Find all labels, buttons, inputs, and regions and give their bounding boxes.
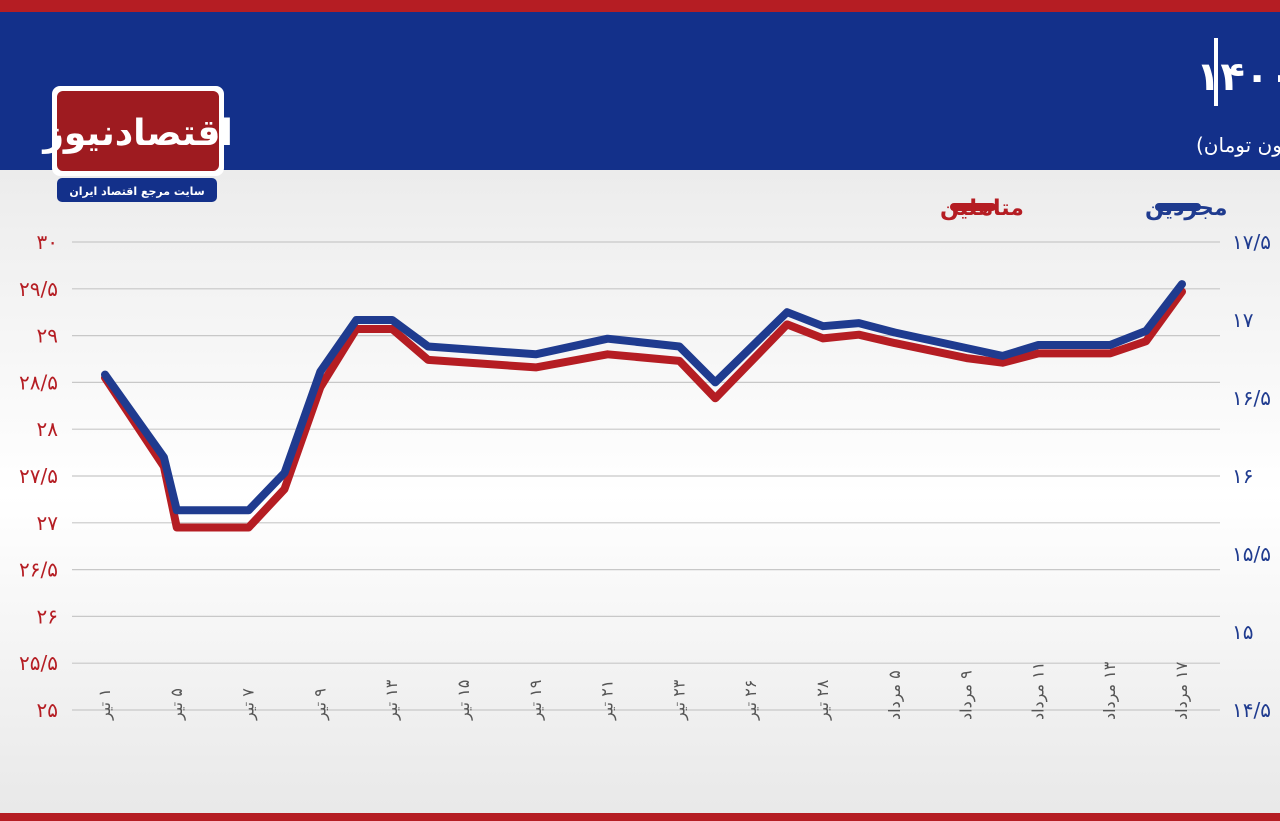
legend: متاهلین مجردین: [940, 196, 1228, 221]
chart-title: روند هزینه وام مسکن در تابستان ۱۴۰۰: [1196, 54, 1280, 100]
x-tick-label: ۱۹ تیر: [526, 680, 546, 721]
left-tick-label: ۲۶: [37, 604, 58, 628]
left-tick-label: ۲۸: [37, 417, 59, 441]
legend-label-married: متاهلین: [940, 196, 1024, 221]
left-tick-label: ۲۸/۵: [19, 370, 58, 394]
series-line-married: [101, 287, 1186, 532]
right-tick-label: ۱۷: [1232, 308, 1254, 332]
x-tick-label: ۵ تیر: [167, 688, 187, 721]
x-tick-label: ۱۷ مرداد: [1172, 661, 1192, 720]
left-tick-label: ۲۹: [37, 324, 58, 348]
legend-swatch-single: [1155, 203, 1201, 211]
x-tick-label: ۱۵ تیر: [454, 680, 474, 721]
left-tick-label: ۲۵: [37, 698, 58, 722]
left-tick-label: ۲۷/۵: [19, 464, 58, 488]
logo-box: [57, 91, 219, 171]
x-tick-label: ۵ مرداد: [885, 670, 905, 720]
series-line-single: [101, 280, 1186, 515]
x-tick-label: ۹ مرداد: [957, 670, 977, 720]
right-tick-label: ۱۶/۵: [1232, 386, 1271, 410]
series-lines: [101, 280, 1186, 532]
gridlines: [72, 241, 1220, 711]
legend-label-single: مجردین: [1145, 196, 1228, 221]
plot-background: [0, 170, 1280, 821]
right-tick-label: ۱۴/۵: [1232, 698, 1271, 722]
left-tick-label: ۲۹/۵: [19, 277, 58, 301]
x-tick-label: ۲۱ تیر: [598, 680, 618, 721]
x-tick-label: ۱۱ مرداد: [1028, 662, 1048, 720]
x-tick-label: ۹ تیر: [310, 688, 330, 721]
right-tick-label: ۱۵: [1232, 620, 1253, 644]
legend-swatch-married: [950, 203, 996, 211]
top-accent-bar: [0, 0, 1280, 12]
logo-tagline-box: [57, 178, 217, 202]
x-tick-label: ۲۳ تیر: [669, 679, 689, 721]
title-divider: [1214, 38, 1218, 106]
left-axis: ۲۵ ۲۵/۵ ۲۶ ۲۶/۵ ۲۷ ۲۷/۵ ۲۸ ۲۸/۵ ۲۹ ۲۹/۵ ۳۰: [19, 230, 58, 722]
logo-tagline: سایت مرجع اقتصاد ایران: [69, 185, 204, 198]
unit-label: (واحد: میلیون تومان): [1196, 133, 1280, 157]
left-tick-label: ۲۶/۵: [19, 558, 58, 582]
x-tick-label: ۱ تیر: [95, 688, 115, 721]
x-tick-label: ۲۶ تیر: [741, 680, 761, 721]
x-axis: ۱ تیر ۵ تیر ۷ تیر ۹ تیر ۱۳ تیر ۱۵ تیر ۱۹ تیر ۲۱…: [95, 661, 1192, 721]
left-tick-label: ۳۰: [37, 230, 58, 254]
x-tick-label: ۱۳ تیر: [382, 679, 402, 721]
logo: اقتصادنیوز سایت مرجع اقتصاد ایران: [41, 86, 233, 202]
bottom-accent-bar: [0, 813, 1280, 821]
x-tick-label: ۲۸ تیر: [813, 679, 833, 721]
right-tick-label: ۱۷/۵: [1232, 230, 1271, 254]
logo-wordmark: اقتصادنیوز: [41, 113, 233, 154]
x-tick-label: ۱۳ مرداد: [1100, 661, 1120, 720]
x-tick-label: ۷ تیر: [239, 688, 259, 721]
right-tick-label: ۱۵/۵: [1232, 542, 1271, 566]
left-tick-label: ۲۵/۵: [19, 651, 58, 675]
right-axis: ۱۴/۵ ۱۵ ۱۵/۵ ۱۶ ۱۶/۵ ۱۷ ۱۷/۵: [1232, 230, 1271, 722]
left-tick-label: ۲۷: [37, 511, 59, 535]
right-tick-label: ۱۶: [1232, 464, 1253, 488]
